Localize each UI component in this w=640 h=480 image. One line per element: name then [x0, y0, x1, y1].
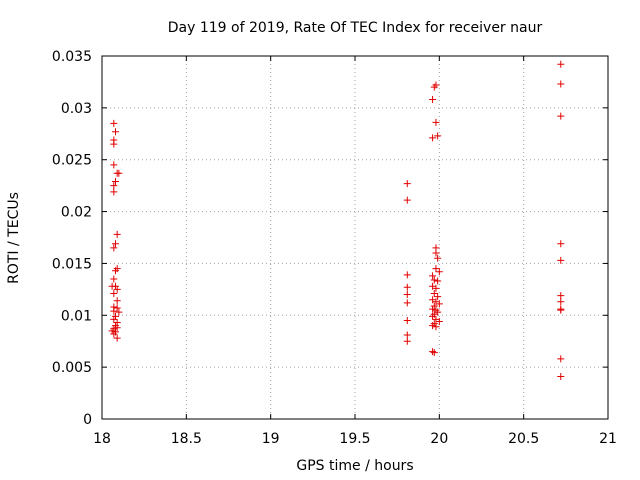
data-point	[430, 276, 438, 284]
data-point	[429, 96, 437, 104]
data-point	[557, 306, 565, 314]
data-point	[557, 256, 565, 264]
data-point	[113, 334, 121, 342]
data-point	[403, 180, 411, 188]
x-tick-label: 19.5	[339, 431, 370, 447]
data-point	[403, 283, 411, 291]
data-point	[113, 285, 121, 293]
data-point	[110, 290, 118, 298]
data-point	[110, 140, 118, 148]
data-point	[115, 308, 123, 316]
data-point	[403, 196, 411, 204]
data-point	[557, 240, 565, 248]
data-point	[110, 182, 118, 190]
data-point	[432, 284, 440, 292]
data-point	[113, 230, 121, 238]
y-tick-label: 0.01	[61, 308, 92, 324]
data-point	[432, 265, 440, 273]
data-point	[113, 304, 121, 312]
plot-frame	[101, 55, 609, 420]
data-point	[430, 349, 438, 357]
data-point	[557, 372, 565, 380]
data-point	[429, 272, 437, 280]
data-point	[429, 348, 437, 356]
y-tick-label: 0.005	[52, 360, 92, 376]
data-point	[110, 244, 118, 252]
data-point	[557, 298, 565, 306]
data-point	[434, 277, 442, 285]
data-point	[432, 323, 440, 331]
data-point	[430, 290, 438, 298]
data-point	[115, 169, 123, 177]
data-point	[403, 331, 411, 339]
chart-title: Day 119 of 2019, Rate Of TEC Index for r…	[168, 20, 543, 36]
data-point	[429, 322, 437, 330]
data-point	[557, 355, 565, 363]
data-point	[111, 282, 119, 290]
x-tick-label: 18.5	[171, 431, 202, 447]
data-point	[110, 161, 118, 169]
grid	[102, 56, 608, 419]
x-tick-label: 19	[262, 431, 280, 447]
data-point	[432, 249, 440, 257]
y-tick-label: 0	[83, 412, 92, 428]
axis-ticks	[101, 55, 609, 420]
data-point	[403, 299, 411, 307]
data-point	[557, 60, 565, 68]
data-point	[557, 112, 565, 120]
data-point	[111, 240, 119, 248]
y-tick-labels: 0 0.005 0.01 0.015 0.02 0.025 0.03 0.035	[52, 49, 92, 428]
y-axis-label: ROTI / TECUs	[6, 192, 22, 284]
data-point	[434, 132, 442, 140]
data-point	[403, 337, 411, 345]
data-point	[432, 118, 440, 126]
data-point	[403, 291, 411, 299]
data-point	[111, 128, 119, 136]
y-tick-label: 0.035	[52, 49, 92, 65]
data-point	[434, 293, 442, 301]
data-point	[110, 275, 118, 283]
y-tick-label: 0.025	[52, 153, 92, 169]
data-point	[435, 300, 443, 308]
data-point	[403, 316, 411, 324]
data-point	[111, 177, 119, 185]
x-axis-label: GPS time / hours	[296, 458, 413, 474]
data-point	[435, 268, 443, 276]
y-tick-label: 0.03	[61, 101, 92, 117]
x-tick-label: 21	[599, 431, 617, 447]
data-point	[113, 324, 121, 332]
data-point	[111, 267, 119, 275]
data-point	[110, 315, 118, 323]
y-tick-label: 0.02	[61, 205, 92, 221]
data-point	[110, 307, 118, 315]
data-point	[111, 312, 119, 320]
data-point	[108, 327, 116, 335]
data-point	[110, 119, 118, 127]
data-point	[403, 271, 411, 279]
data-point	[110, 188, 118, 196]
data-point	[113, 297, 121, 305]
data-point	[429, 134, 437, 142]
data-point	[430, 83, 438, 91]
data-point	[434, 254, 442, 262]
data-point	[429, 305, 437, 313]
data-point	[430, 302, 438, 310]
data-point	[110, 330, 118, 338]
data-point	[435, 318, 443, 326]
data-points	[108, 60, 565, 380]
y-tick-label: 0.015	[52, 256, 92, 272]
x-tick-labels: 18 18.5 19 19.5 20 20.5 21	[93, 431, 617, 447]
data-point	[429, 312, 437, 320]
x-tick-label: 20	[430, 431, 448, 447]
data-point	[557, 292, 565, 300]
data-point	[557, 80, 565, 88]
x-tick-label: 18	[93, 431, 111, 447]
x-tick-label: 20.5	[508, 431, 539, 447]
